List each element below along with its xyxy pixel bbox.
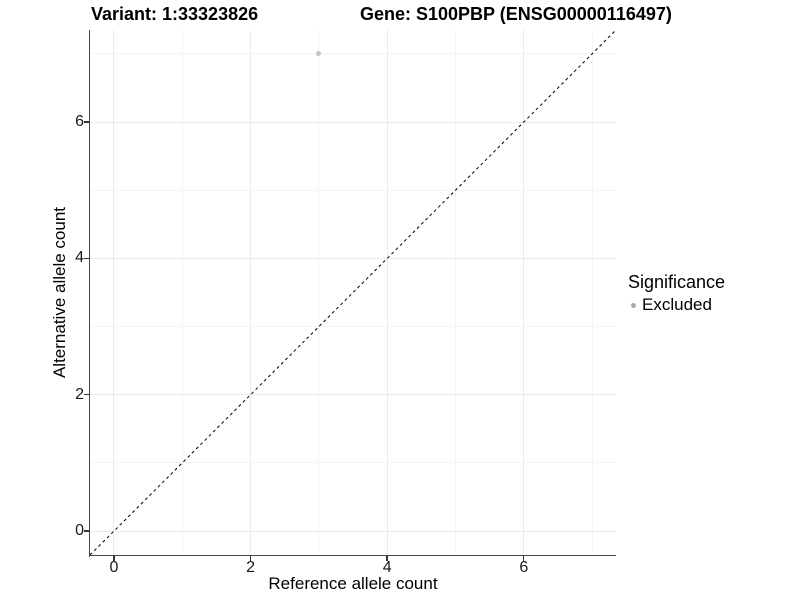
- gridline-minor: [454, 30, 456, 555]
- y-tick-label: 0: [75, 522, 84, 540]
- identity-line-layer: [90, 30, 616, 555]
- y-axis-title: Alternative allele count: [50, 206, 69, 379]
- x-tick-mark: [249, 556, 252, 562]
- y-axis-title-container: Alternative allele count: [50, 30, 70, 555]
- x-tick-label: 2: [246, 559, 255, 576]
- x-axis-line: [88, 554, 617, 557]
- x-tick-mark: [523, 556, 525, 562]
- legend-title: Significance: [628, 272, 726, 292]
- x-tick-label: 4: [382, 559, 392, 576]
- y-tick-label: 2: [75, 385, 84, 403]
- y-tick-label: 4: [75, 249, 84, 267]
- gridline-minor: [90, 53, 616, 55]
- legend-item-excluded: Excluded: [628, 295, 725, 315]
- gridline-minor: [318, 30, 320, 555]
- x-tick-label: 0: [109, 559, 119, 576]
- gridline-minor: [181, 30, 183, 555]
- legend-key-dot: [631, 302, 636, 308]
- x-tick-mark: [113, 556, 115, 562]
- y-tick-label: 6: [75, 113, 84, 131]
- gridline-minor: [90, 189, 616, 191]
- gridline-major: [90, 121, 616, 123]
- y-tick-mark: [83, 394, 89, 396]
- y-tick-mark: [83, 257, 89, 260]
- identity-line: [90, 30, 616, 555]
- x-tick-mark: [386, 556, 388, 562]
- x-axis-title: Reference allele count: [268, 574, 438, 593]
- gridline-minor: [90, 462, 616, 464]
- x-tick-label: 6: [519, 559, 529, 576]
- legend: Significance Excluded: [628, 272, 725, 315]
- legend-item-label: Excluded: [642, 295, 712, 314]
- gridline-major: [523, 30, 525, 555]
- gridline-minor: [90, 326, 616, 328]
- gridline-major: [386, 30, 388, 555]
- gridline-major: [90, 257, 616, 259]
- variant-title: Variant: 1:33323826: [91, 4, 259, 24]
- gridline-major: [250, 30, 252, 555]
- gridline-major: [90, 530, 616, 532]
- gridline-major: [90, 394, 616, 396]
- data-point: [316, 51, 322, 57]
- plot-panel: [90, 30, 616, 555]
- gridline-major: [113, 30, 115, 555]
- gridline-minor: [591, 30, 593, 555]
- y-tick-mark: [83, 121, 89, 123]
- gene-title: Gene: S100PBP (ENSG00000116497): [360, 4, 672, 24]
- y-axis-line: [88, 30, 91, 557]
- y-tick-mark: [83, 530, 89, 532]
